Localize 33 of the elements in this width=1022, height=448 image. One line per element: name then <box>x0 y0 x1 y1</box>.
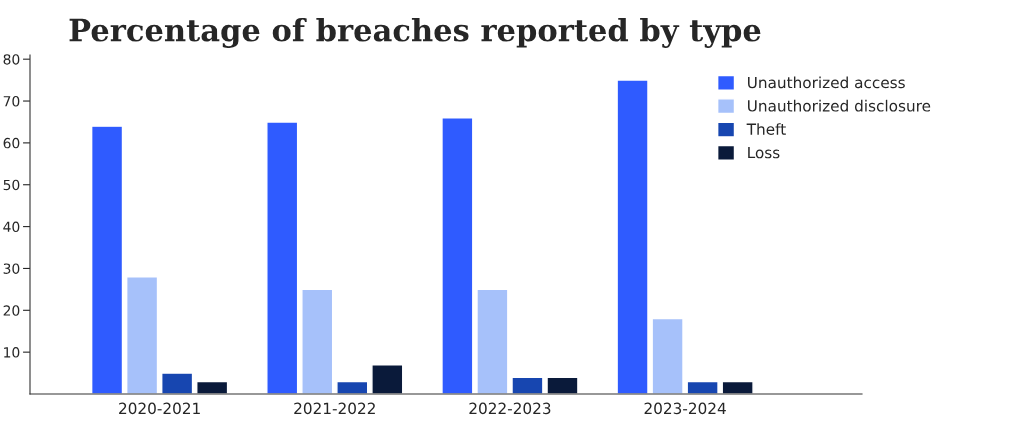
y-tick-label: 40 <box>3 221 20 233</box>
bar <box>511 376 544 394</box>
bar <box>336 380 369 394</box>
bar <box>686 380 719 394</box>
x-tick-label: 2022-2023 <box>469 402 551 415</box>
bar <box>161 372 194 394</box>
bar <box>546 376 579 394</box>
legend-label: Theft <box>746 123 786 135</box>
bar <box>651 317 684 394</box>
bar <box>90 125 124 394</box>
bar <box>301 288 334 394</box>
y-tick-label: 80 <box>3 54 20 65</box>
y-tick-label: 50 <box>3 179 20 191</box>
bar <box>125 276 159 394</box>
y-tick-label: 60 <box>3 137 20 149</box>
bar <box>441 117 474 394</box>
y-tick-label: 70 <box>3 96 20 107</box>
legend-label: Unauthorized access <box>748 76 905 89</box>
x-tick-label: 2023-2024 <box>644 402 726 415</box>
y-tick-label: 10 <box>4 347 20 358</box>
x-tick-label: 2021-2022 <box>294 402 375 415</box>
bar <box>616 79 649 394</box>
legend-label: Unauthorized disclosure <box>748 99 931 112</box>
bar <box>476 288 509 394</box>
chart-title: Percentage of breaches reported by type <box>69 17 761 48</box>
bar <box>371 364 404 394</box>
bar <box>266 121 299 394</box>
bar <box>196 380 229 394</box>
legend-label: Loss <box>748 146 780 159</box>
y-tick-label: 20 <box>3 305 20 316</box>
bar <box>721 380 754 394</box>
y-tick-label: 30 <box>3 263 20 274</box>
x-tick-label: 2020-2021 <box>119 402 200 415</box>
